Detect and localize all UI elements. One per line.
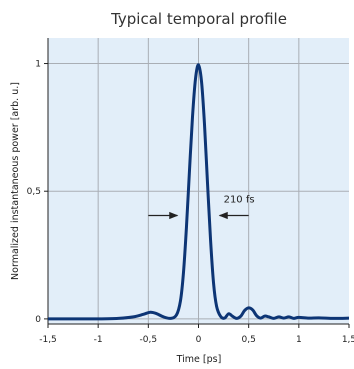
x-tick-label: -1 [94, 335, 103, 345]
x-tick-label: 1,5 [342, 335, 354, 345]
series-line [47, 63, 350, 321]
fwhm-annotation: 210 fs [224, 195, 255, 206]
x-gridlines [97, 38, 300, 324]
y-tick-label: 0 [35, 315, 41, 325]
chart-title: Typical temporal profile [110, 10, 287, 28]
x-tick-label: -1,5 [39, 335, 57, 345]
x-tick-label: -0,5 [140, 335, 158, 345]
x-axis-label: Time [ps] [176, 354, 222, 365]
y-tick-label: 0,5 [27, 187, 41, 197]
x-tick-labels: -1,5 -1 -0,5 0 0,5 1 1,5 [39, 324, 354, 345]
x-tick-label: 0,5 [242, 335, 256, 345]
y-tick-label: 1 [35, 60, 41, 70]
y-tick-labels: 00,51 [27, 60, 48, 325]
x-tick-label: 1 [296, 335, 302, 345]
y-axis-label: Normalized instantaneous power [arb. u.] [10, 82, 21, 280]
x-tick-label: 0 [196, 335, 202, 345]
